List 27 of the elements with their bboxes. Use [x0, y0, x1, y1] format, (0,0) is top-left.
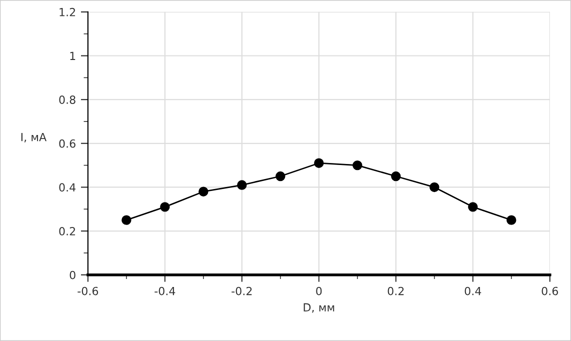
point — [468, 202, 478, 212]
point — [276, 171, 286, 182]
point — [506, 215, 516, 225]
y-tick-label: 0 — [70, 270, 76, 280]
point — [430, 182, 440, 192]
y-tick-label: 0.4 — [59, 183, 76, 192]
y-tick-label: 0.8 — [59, 96, 76, 104]
point — [198, 186, 208, 196]
x-tick-label: 0.6 — [542, 286, 558, 296]
point — [314, 158, 324, 168]
point — [352, 160, 362, 170]
y-axis-title: I, мA — [21, 132, 47, 142]
x-tick-label: 0.4 — [464, 286, 482, 296]
x-tick-label: -0.6 — [78, 286, 98, 296]
x-tick-label: -0.4 — [154, 286, 176, 296]
x-tick-label: 0.2 — [388, 286, 404, 296]
point — [160, 202, 170, 212]
point — [122, 215, 132, 225]
x-tick-label: 0 — [316, 286, 322, 296]
point — [391, 171, 401, 182]
y-tick-label: 0.6 — [59, 139, 76, 148]
y-tick-label: 1.2 — [60, 8, 76, 16]
point — [237, 180, 247, 190]
x-tick-label: -0.2 — [232, 286, 252, 296]
y-tick-label: 1 — [70, 52, 76, 60]
y-tick-label: 0.2 — [59, 227, 76, 236]
x-axis-title: D, мм — [304, 303, 334, 313]
